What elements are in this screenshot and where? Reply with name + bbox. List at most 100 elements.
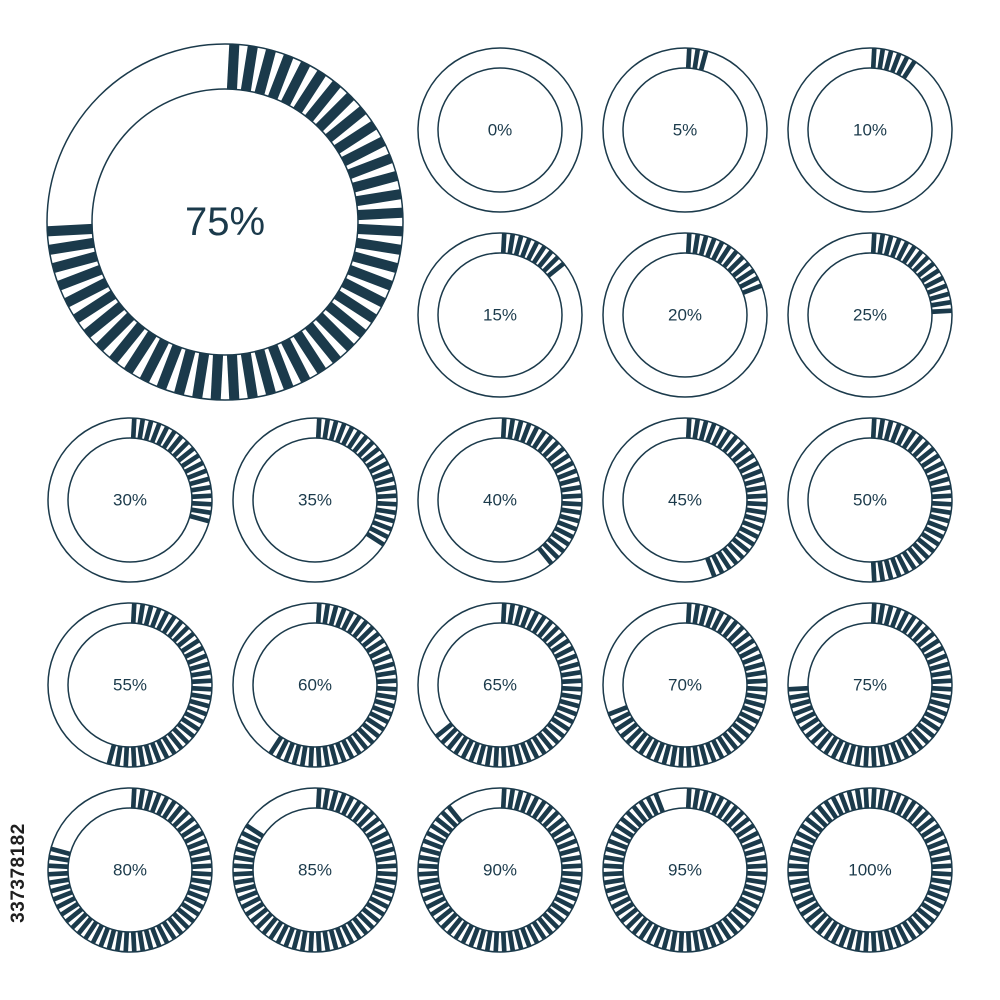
ring-fill-segment	[692, 233, 701, 255]
ring-fill-segment	[267, 54, 294, 100]
ring-fill-segment	[315, 931, 322, 953]
ring-fill-segment	[335, 422, 347, 443]
ring-fill-segment	[870, 931, 877, 953]
ring-fill-segment	[365, 453, 386, 469]
ring-fill-segment	[187, 705, 208, 717]
ring-fill-segment	[526, 240, 540, 261]
ring-outer-outline	[602, 47, 768, 213]
ring-fill-segment	[929, 291, 950, 302]
ring-fill-segment	[722, 731, 739, 751]
ring-fill-segment	[896, 739, 910, 760]
ring-fill-segment	[560, 507, 582, 516]
ring-outer-outline	[602, 602, 768, 768]
ring-percent-label: 95%	[668, 861, 702, 880]
ring-fill-segment	[180, 638, 201, 654]
ring-fill-segment	[929, 698, 950, 709]
ring-fill-segment	[446, 804, 463, 824]
ring-fill-segment	[930, 507, 952, 516]
ring-fill-segment	[557, 520, 578, 532]
ring-fill-segment	[192, 352, 210, 399]
ring-fill-segment	[716, 735, 732, 756]
ring-fill-segment	[930, 299, 952, 308]
ring-fill-segment	[446, 731, 463, 751]
ring-fill-segment	[190, 507, 212, 516]
ring-fill-segment	[150, 742, 162, 763]
ring-fill-segment	[361, 816, 381, 833]
ring-fill-segment	[907, 249, 924, 269]
ring-fill-segment	[174, 349, 196, 396]
ring-inner-outline	[807, 622, 933, 748]
ring-fill-segment	[870, 746, 877, 768]
ring-fill-segment	[333, 290, 378, 324]
ring-fill-segment	[863, 787, 870, 809]
ring-fill-segment	[698, 420, 709, 441]
ring-fill-segment	[890, 742, 902, 763]
ring-fill-segment	[560, 692, 582, 701]
ring-fill-segment	[156, 739, 170, 760]
ring-fill-segment	[520, 792, 532, 813]
ring-fill-segment	[790, 846, 811, 857]
ring-fill-segment	[550, 531, 571, 547]
ring-fill-segment	[232, 870, 254, 877]
ring-fill-segment	[727, 912, 745, 930]
ring-fill-segment	[167, 619, 184, 639]
ring-fill-segment	[375, 507, 397, 516]
ring-fill-segment	[735, 268, 756, 284]
ring-fill-segment	[526, 425, 540, 446]
ring-fill-segment	[927, 468, 948, 480]
ring-fill-segment	[542, 440, 560, 458]
ring-outer-outline	[232, 787, 398, 953]
ring-fill-segment	[291, 929, 302, 950]
ring-fill-segment	[341, 277, 386, 308]
ring-fill-segment	[299, 930, 308, 952]
ring-fill-segment	[698, 50, 709, 71]
ring-fill-segment	[735, 823, 756, 839]
ring-fill-segment	[804, 722, 824, 739]
ring-fill-segment	[705, 422, 717, 443]
ring-fill-segment	[526, 795, 540, 816]
ring-fill-segment	[190, 669, 212, 678]
ring-fill-segment	[299, 745, 308, 767]
ring-fill-segment	[561, 678, 583, 685]
ring-fill-segment	[315, 92, 355, 132]
ring-fill-segment	[172, 440, 190, 458]
ring-fill-segment	[846, 744, 857, 765]
progress-ring-80: 80%	[47, 787, 213, 953]
ring-inner-outline	[91, 88, 359, 356]
ring-percent-label: 65%	[483, 676, 517, 695]
ring-fill-segment	[742, 653, 763, 665]
ring-fill-segment	[376, 678, 398, 685]
ring-fill-segment	[47, 863, 69, 870]
ring-fill-segment	[625, 810, 643, 828]
ring-fill-segment	[167, 434, 184, 454]
ring-fill-segment	[369, 896, 390, 910]
ring-fill-segment	[520, 237, 532, 258]
ring-fill-segment	[559, 883, 580, 894]
ring-fill-segment	[927, 838, 948, 850]
ring-fill-segment	[130, 417, 137, 439]
ring-fill-segment	[520, 742, 532, 763]
ring-fill-segment	[838, 742, 850, 763]
ring-fill-segment	[335, 927, 347, 948]
ring-fill-segment	[106, 744, 117, 765]
ring-fill-segment	[114, 930, 123, 952]
ring-fill-segment	[877, 560, 886, 582]
ring-fill-segment	[722, 804, 739, 824]
ring-fill-segment	[137, 788, 146, 810]
ring-fill-segment	[468, 927, 480, 948]
ring-fill-segment	[711, 924, 725, 945]
ring-inner-outline	[437, 67, 563, 193]
ring-inner-outline	[437, 252, 563, 378]
ring-outer-outline	[47, 787, 213, 953]
ring-fill-segment	[335, 742, 347, 763]
ring-fill-segment	[901, 429, 917, 450]
ring-fill-segment	[341, 136, 386, 167]
ring-fill-segment	[59, 901, 80, 917]
ring-fill-segment	[526, 739, 540, 760]
ring-fill-segment	[187, 890, 208, 902]
ring-fill-segment	[240, 830, 261, 844]
ring-fill-segment	[48, 854, 70, 863]
ring-inner-outline	[252, 437, 378, 563]
ring-fill-segment	[376, 500, 398, 507]
ring-fill-segment	[304, 80, 341, 122]
